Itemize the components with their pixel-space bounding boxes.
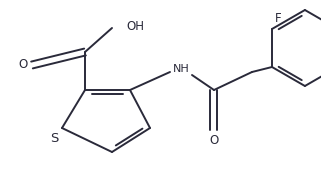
- Text: OH: OH: [126, 19, 144, 33]
- Text: O: O: [209, 134, 219, 146]
- Text: NH: NH: [173, 64, 190, 74]
- Text: F: F: [275, 12, 282, 26]
- Text: O: O: [18, 58, 28, 72]
- Text: S: S: [50, 131, 58, 145]
